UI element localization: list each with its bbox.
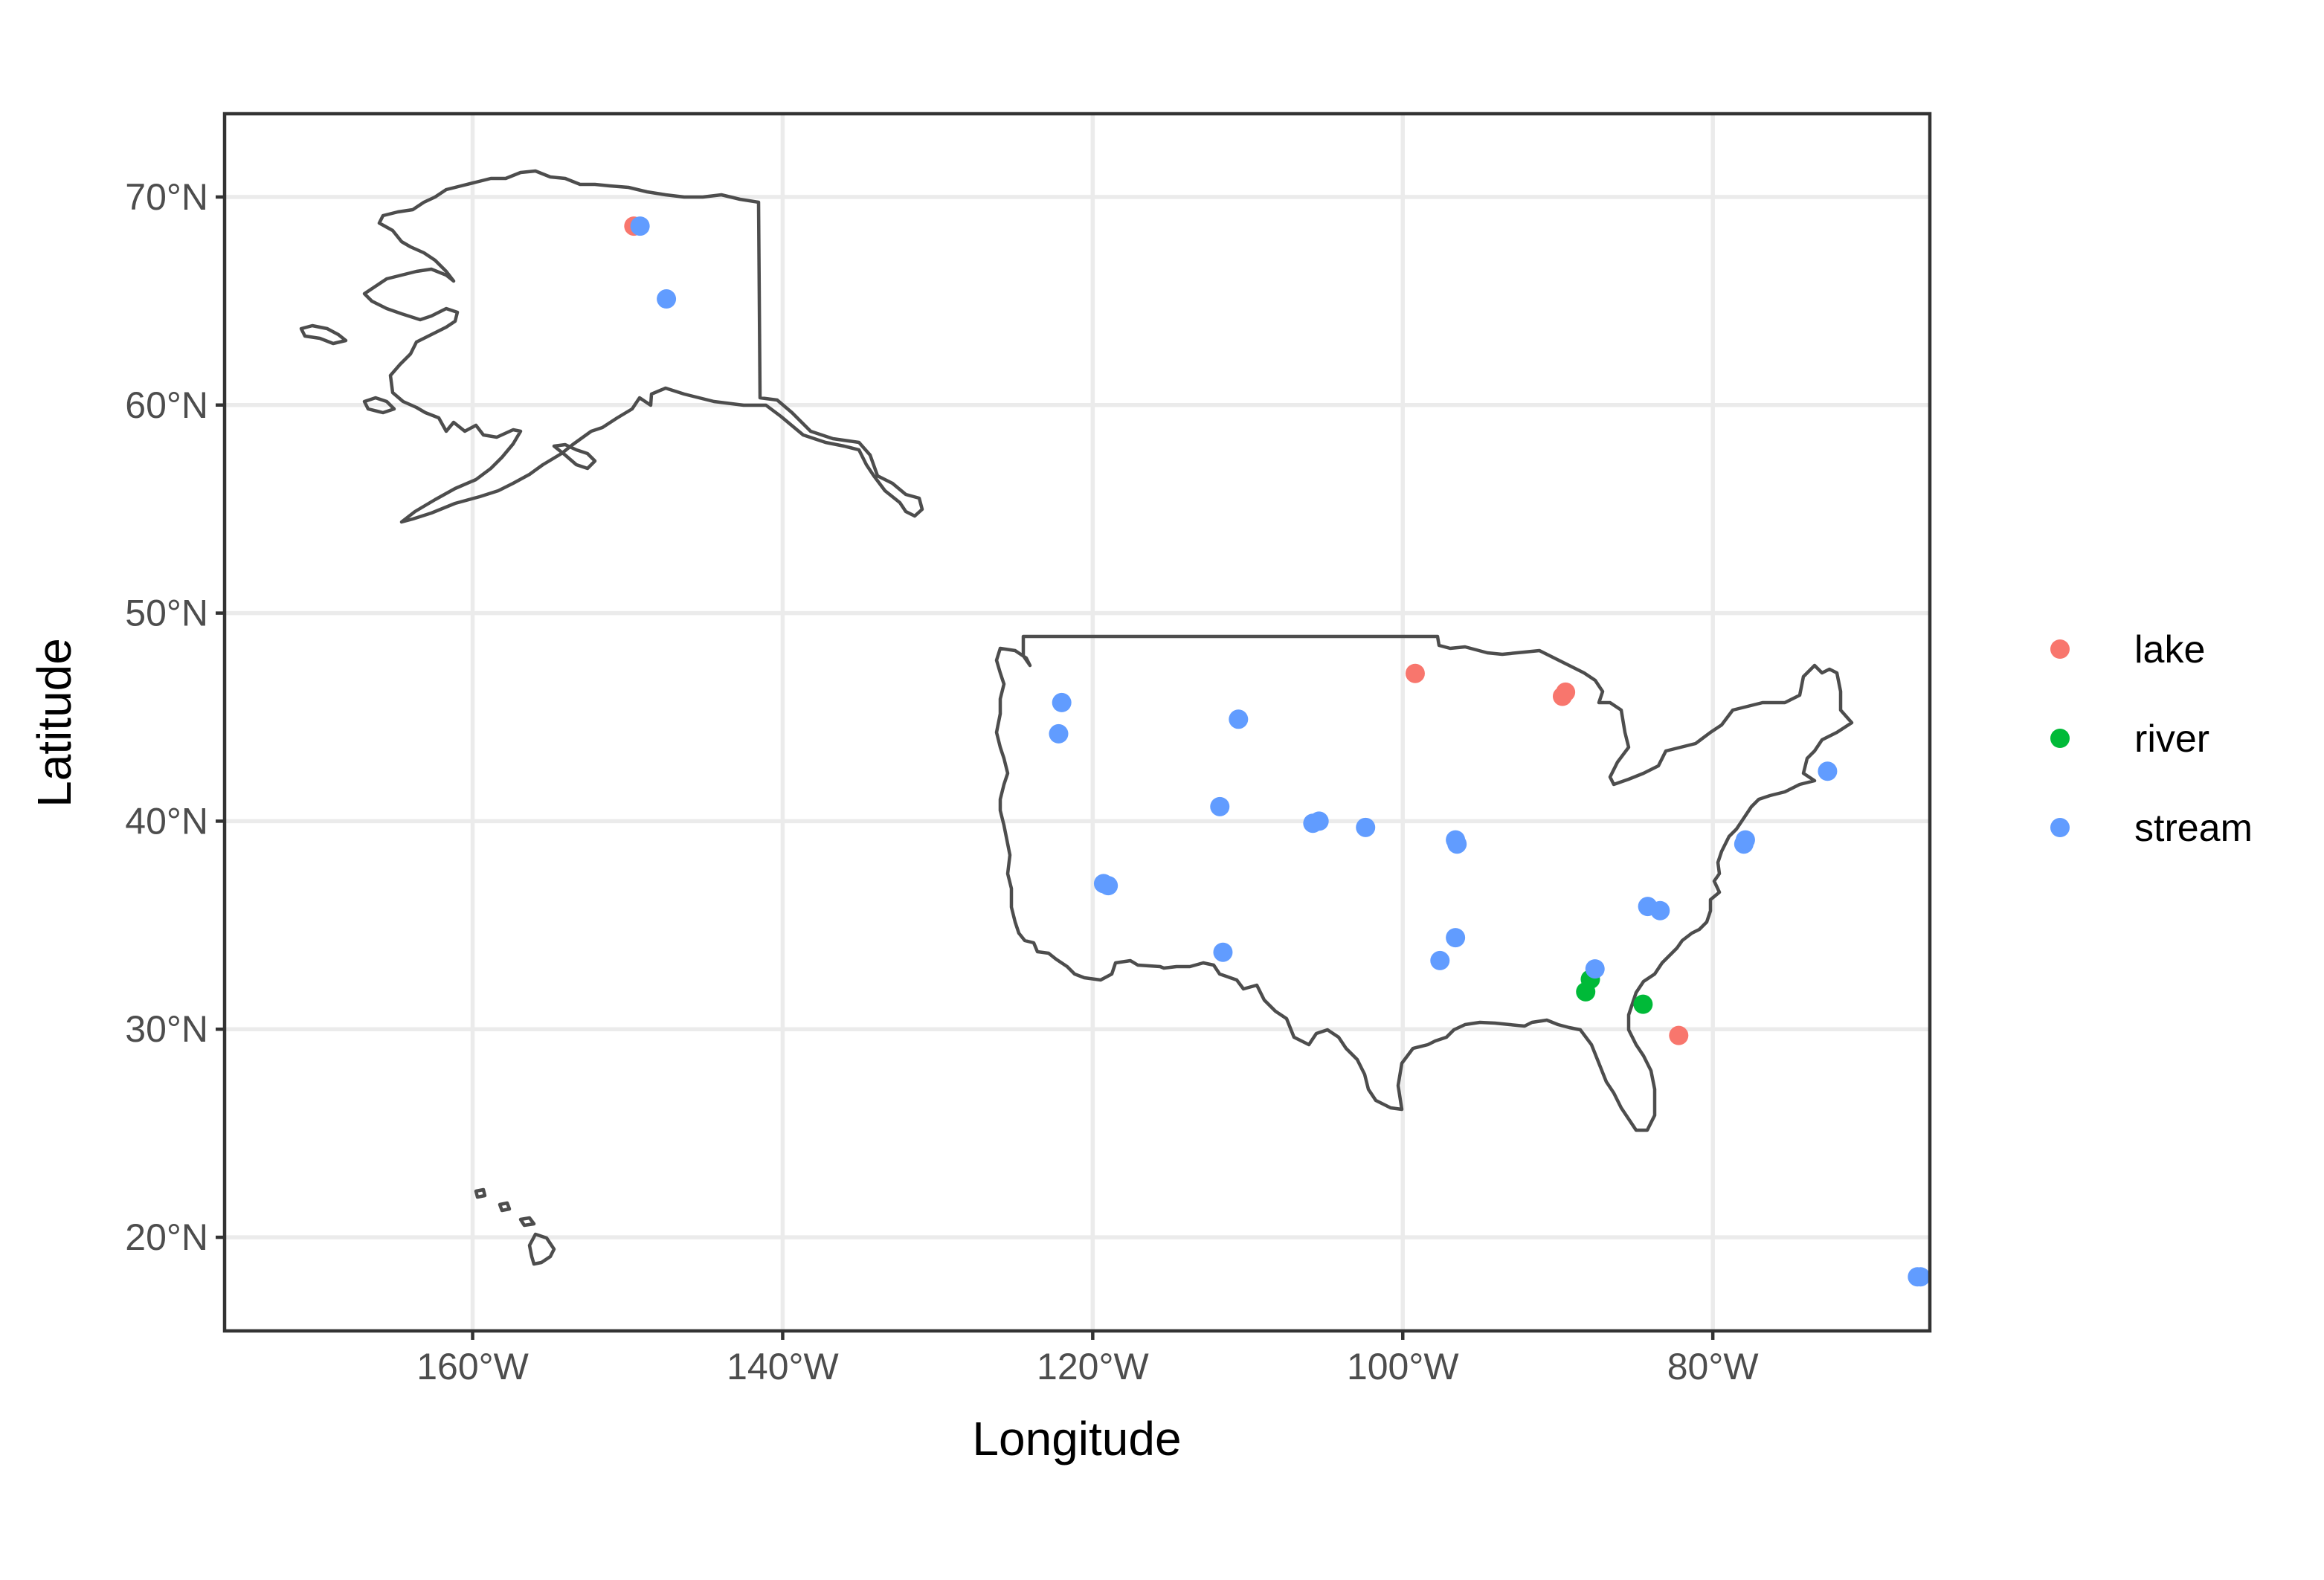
contiguous-us-outline: [994, 634, 1854, 1132]
legend-key-river: [2050, 729, 2070, 748]
alaska-island-3: [299, 323, 348, 346]
legend-key-lake: [2050, 639, 2070, 659]
x-axis-title: Longitude: [972, 1412, 1181, 1465]
stream-point: [1908, 1267, 1928, 1287]
alaska-outline: [362, 169, 924, 524]
stream-point: [657, 289, 677, 309]
y-tick-label: 40°N: [125, 800, 208, 842]
x-axis: 160°W 140°W 120°W 100°W 80°W: [416, 1331, 1759, 1387]
y-axis: 20°N 30°N 40°N 50°N 60°N 70°N: [125, 176, 225, 1258]
river-point: [1576, 981, 1596, 1002]
stream-point: [1210, 796, 1230, 816]
stream-point: [1650, 900, 1670, 920]
legend: lake river stream: [2050, 628, 2253, 850]
panel-border: [222, 112, 1932, 1333]
stream-point: [1098, 876, 1118, 896]
gridlines: [225, 114, 1930, 1331]
lake-point: [1405, 663, 1425, 683]
x-tick-label: 100°W: [1347, 1346, 1459, 1387]
stream-point: [1735, 830, 1755, 850]
stream-point: [1447, 834, 1467, 854]
y-tick-label: 50°N: [125, 593, 208, 634]
stream-point: [1446, 928, 1466, 948]
x-tick-label: 120°W: [1037, 1346, 1149, 1387]
stream-point: [1309, 811, 1329, 831]
hawaii-kauai: [474, 1187, 487, 1199]
stream-point: [1818, 761, 1838, 781]
hawaii-maui: [518, 1216, 536, 1228]
y-tick-label: 70°N: [125, 176, 208, 218]
alaska-island-2: [362, 396, 396, 415]
legend-key-stream: [2050, 818, 2070, 837]
stream-point: [1049, 723, 1069, 744]
hawaii-oahu: [498, 1201, 512, 1213]
legend-label-stream: stream: [2134, 807, 2253, 850]
y-axis-title: Latitude: [28, 638, 81, 807]
data-points: [624, 216, 1931, 1287]
x-tick-label: 80°W: [1667, 1346, 1760, 1387]
x-tick-label: 140°W: [727, 1346, 839, 1387]
stream-point: [1356, 817, 1376, 837]
river-point: [1633, 994, 1653, 1014]
stream-point: [1052, 692, 1072, 712]
alaska-island-1: [552, 442, 597, 471]
lake-point: [1669, 1025, 1689, 1045]
lake-point: [1556, 682, 1576, 702]
y-tick-label: 60°N: [125, 384, 208, 426]
stream-point: [1229, 709, 1249, 729]
stream-point: [1213, 942, 1233, 962]
y-tick-label: 30°N: [125, 1008, 208, 1050]
hawaii-big-island: [527, 1232, 556, 1266]
y-tick-label: 20°N: [125, 1216, 208, 1258]
stream-point: [630, 216, 650, 236]
stream-point: [1585, 959, 1605, 979]
stream-point: [1430, 950, 1450, 970]
map-outlines: [299, 169, 1854, 1266]
x-tick-label: 160°W: [416, 1346, 529, 1387]
legend-label-river: river: [2134, 718, 2209, 761]
legend-label-lake: lake: [2134, 628, 2205, 671]
